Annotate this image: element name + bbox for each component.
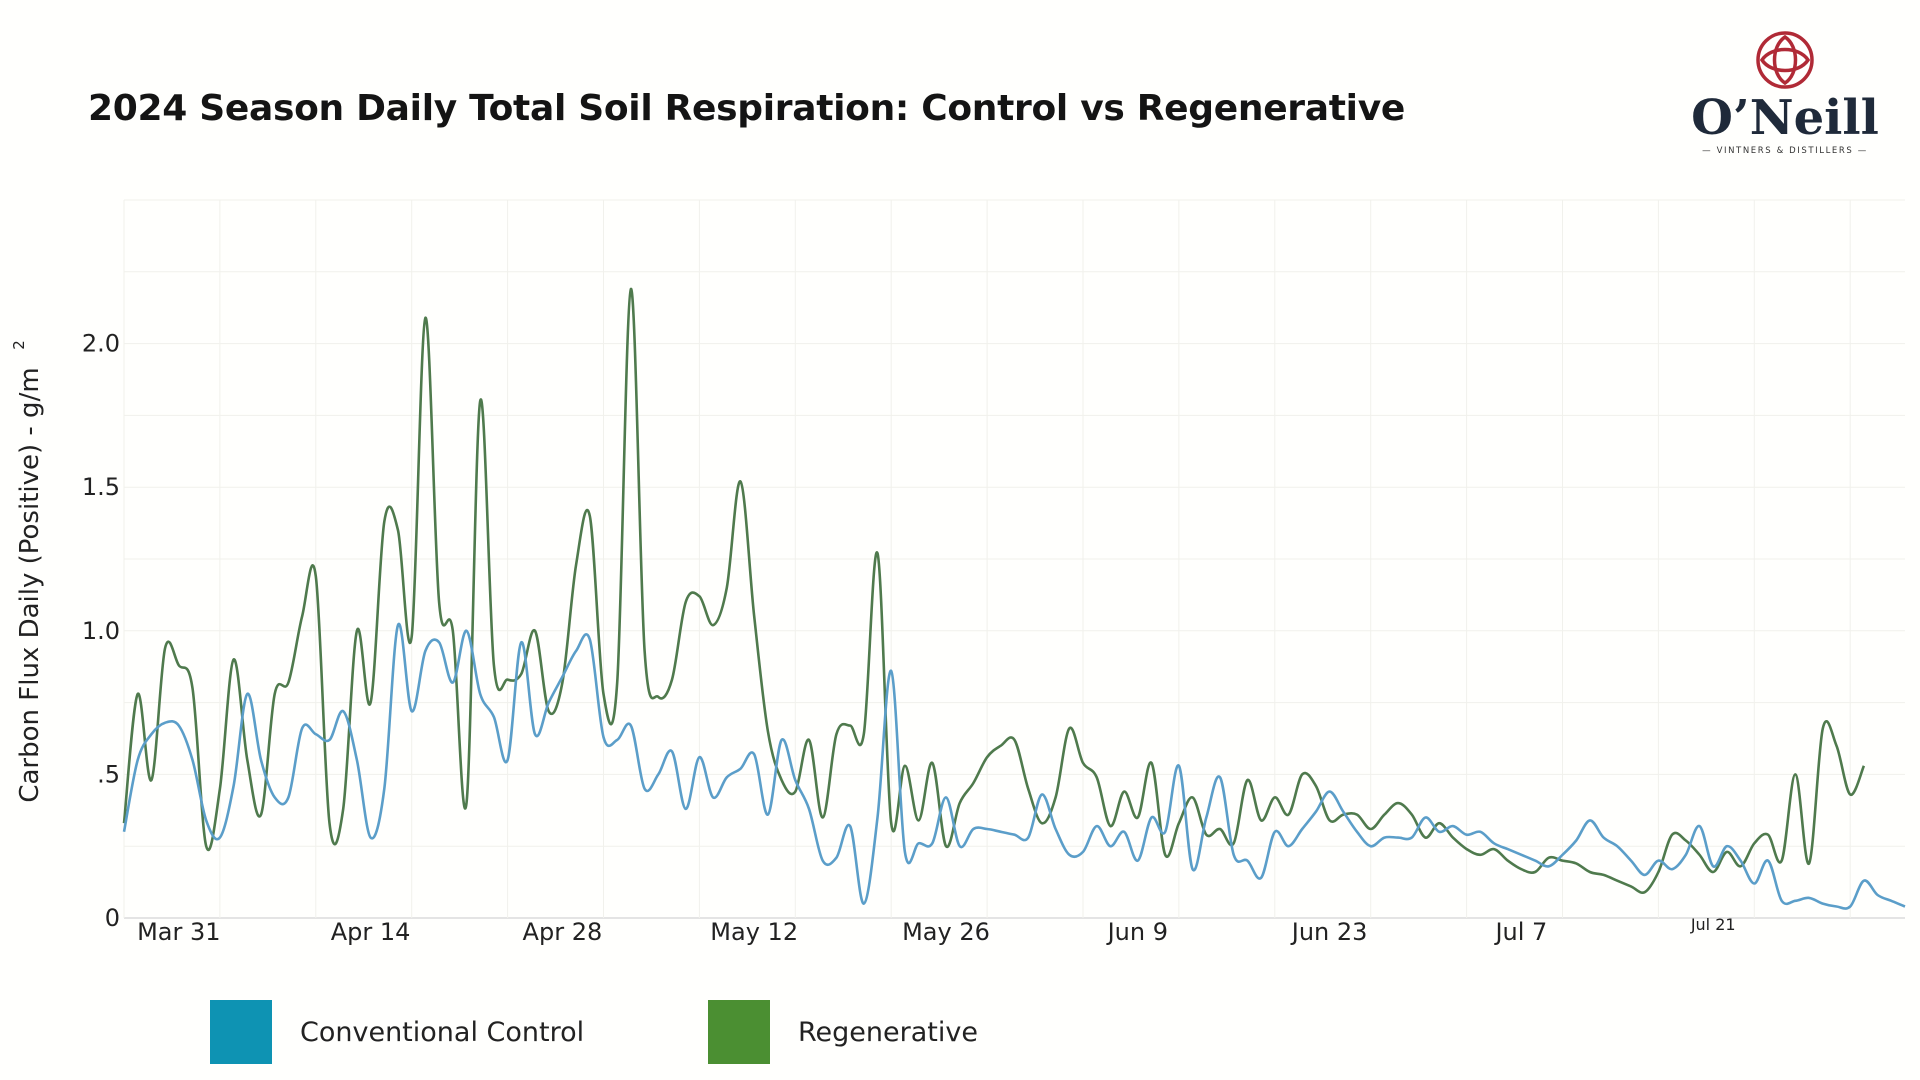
x-tick-label: May 12 — [710, 918, 798, 946]
line-chart: 0 .5 1.0 1.5 2.0 Mar 31 Apr 14 Apr 28 May 12 May… — [10, 199, 1906, 946]
legend-label-control: Conventional Control — [300, 1016, 585, 1048]
series-line-conventional-control — [122, 622, 1906, 910]
x-tick-label: May 26 — [902, 918, 990, 946]
x-tick-label: Apr 28 — [523, 918, 603, 946]
x-tick-label: Apr 14 — [331, 918, 411, 946]
y-tick-label: 0 — [105, 904, 120, 932]
x-axis: Mar 31 Apr 14 Apr 28 May 12 May 26 Jun 9 Jun 2… — [137, 915, 1736, 946]
legend-swatch-regenerative — [708, 1000, 770, 1064]
x-tick-label: Jul 7 — [1493, 918, 1547, 946]
y-axis-label-group: Carbon Flux Daily (Positive) - g/m 2 — [10, 340, 45, 802]
y-axis-label-superscript: 2 — [10, 340, 28, 350]
y-tick-label: .5 — [97, 760, 120, 788]
logo-emblem-icon — [1756, 31, 1814, 89]
x-tick-label: Mar 31 — [137, 918, 220, 946]
logo-tagline: — VINTNERS & DISTILLERS — — [1702, 146, 1868, 156]
series-lines — [122, 287, 1906, 910]
chart-title: 2024 Season Daily Total Soil Respiration… — [88, 88, 1405, 129]
legend-label-regenerative: Regenerative — [798, 1016, 978, 1048]
x-tick-label: Jun 9 — [1106, 918, 1168, 946]
y-axis-label: Carbon Flux Daily (Positive) - g/m — [15, 367, 45, 802]
legend: Conventional Control Regenerative — [0, 1000, 1920, 1070]
x-tick-label: Jul 21 — [1690, 915, 1736, 934]
y-tick-label: 2.0 — [82, 330, 120, 358]
y-tick-label: 1.5 — [82, 473, 120, 501]
y-tick-label: 1.0 — [82, 617, 120, 645]
x-tick-label: Jun 23 — [1290, 918, 1368, 946]
series-line-regenerative — [122, 287, 1866, 894]
logo-name: O’Neill — [1691, 90, 1879, 146]
y-axis: 0 .5 1.0 1.5 2.0 — [82, 330, 120, 932]
brand-logo: O’Neill — VINTNERS & DISTILLERS — — [1690, 28, 1880, 168]
legend-item-control: Conventional Control — [210, 1000, 584, 1064]
grid — [123, 199, 1905, 919]
legend-item-regenerative: Regenerative — [708, 1000, 978, 1064]
legend-swatch-control — [210, 1000, 272, 1064]
